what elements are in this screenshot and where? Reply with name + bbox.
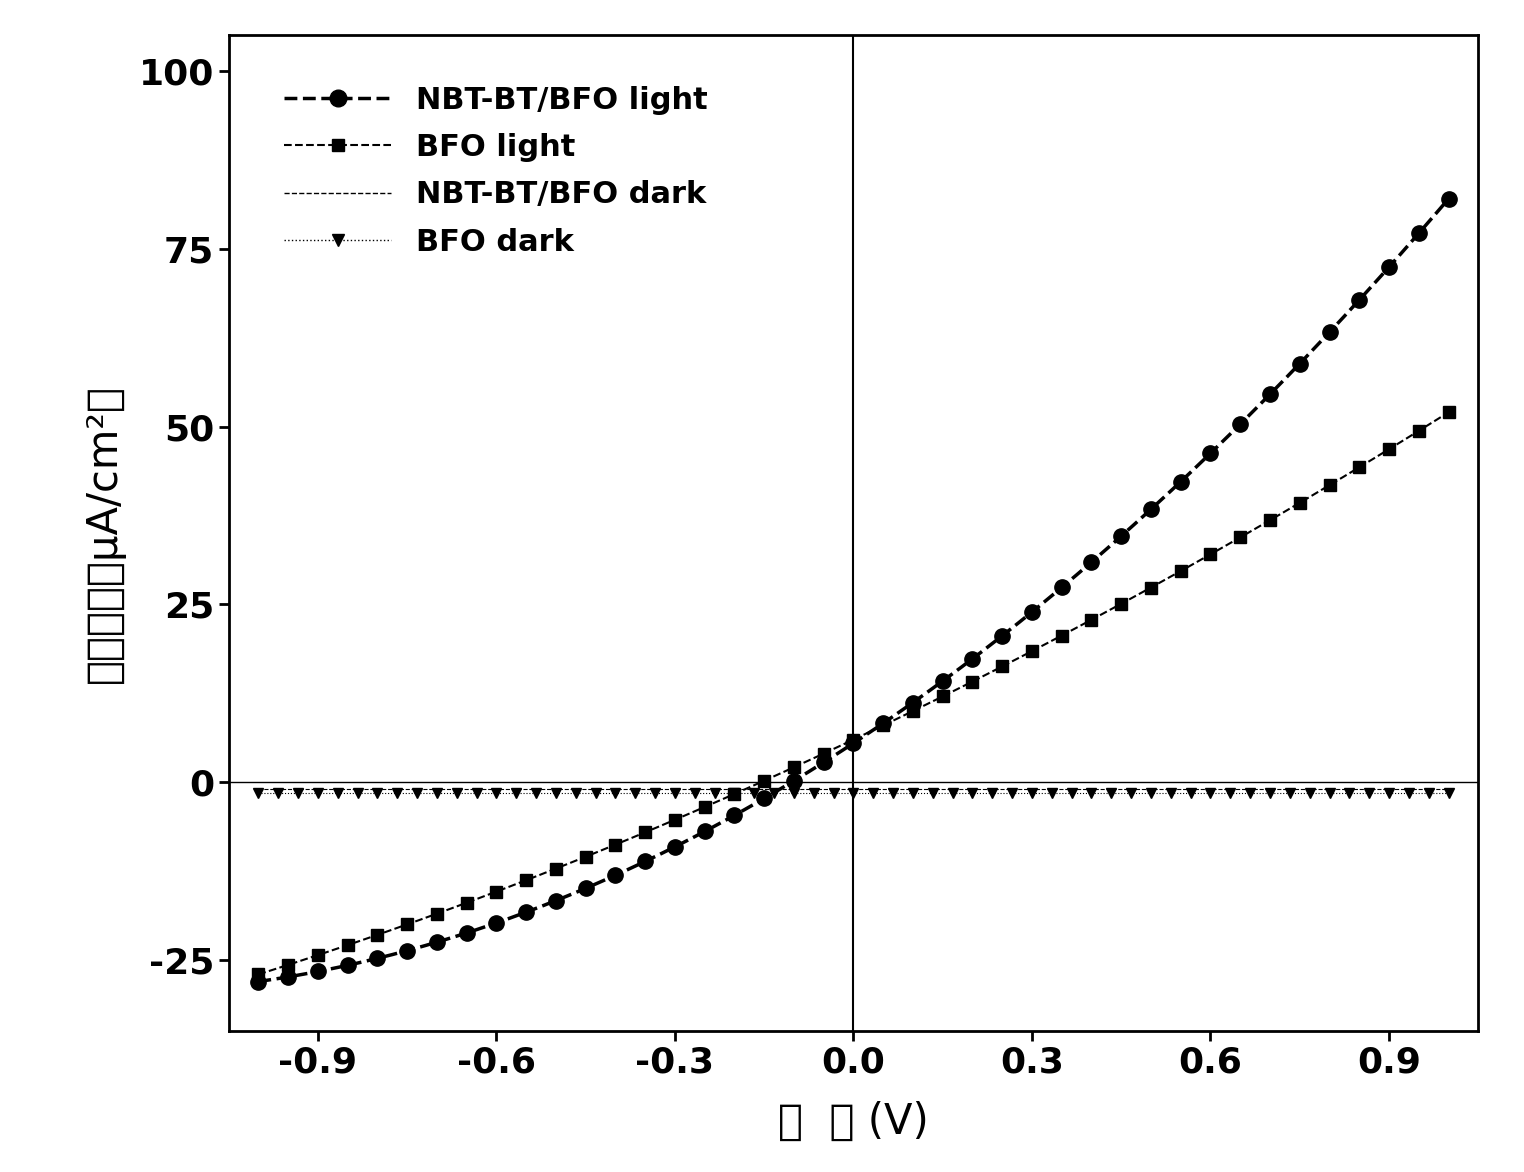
Legend: NBT-BT/BFO light, BFO light, NBT-BT/BFO dark, BFO dark: NBT-BT/BFO light, BFO light, NBT-BT/BFO …: [268, 70, 722, 272]
Y-axis label: 电流密度（μA/cm²）: 电流密度（μA/cm²）: [82, 383, 125, 683]
X-axis label: 电  压 (V): 电 压 (V): [779, 1101, 928, 1143]
